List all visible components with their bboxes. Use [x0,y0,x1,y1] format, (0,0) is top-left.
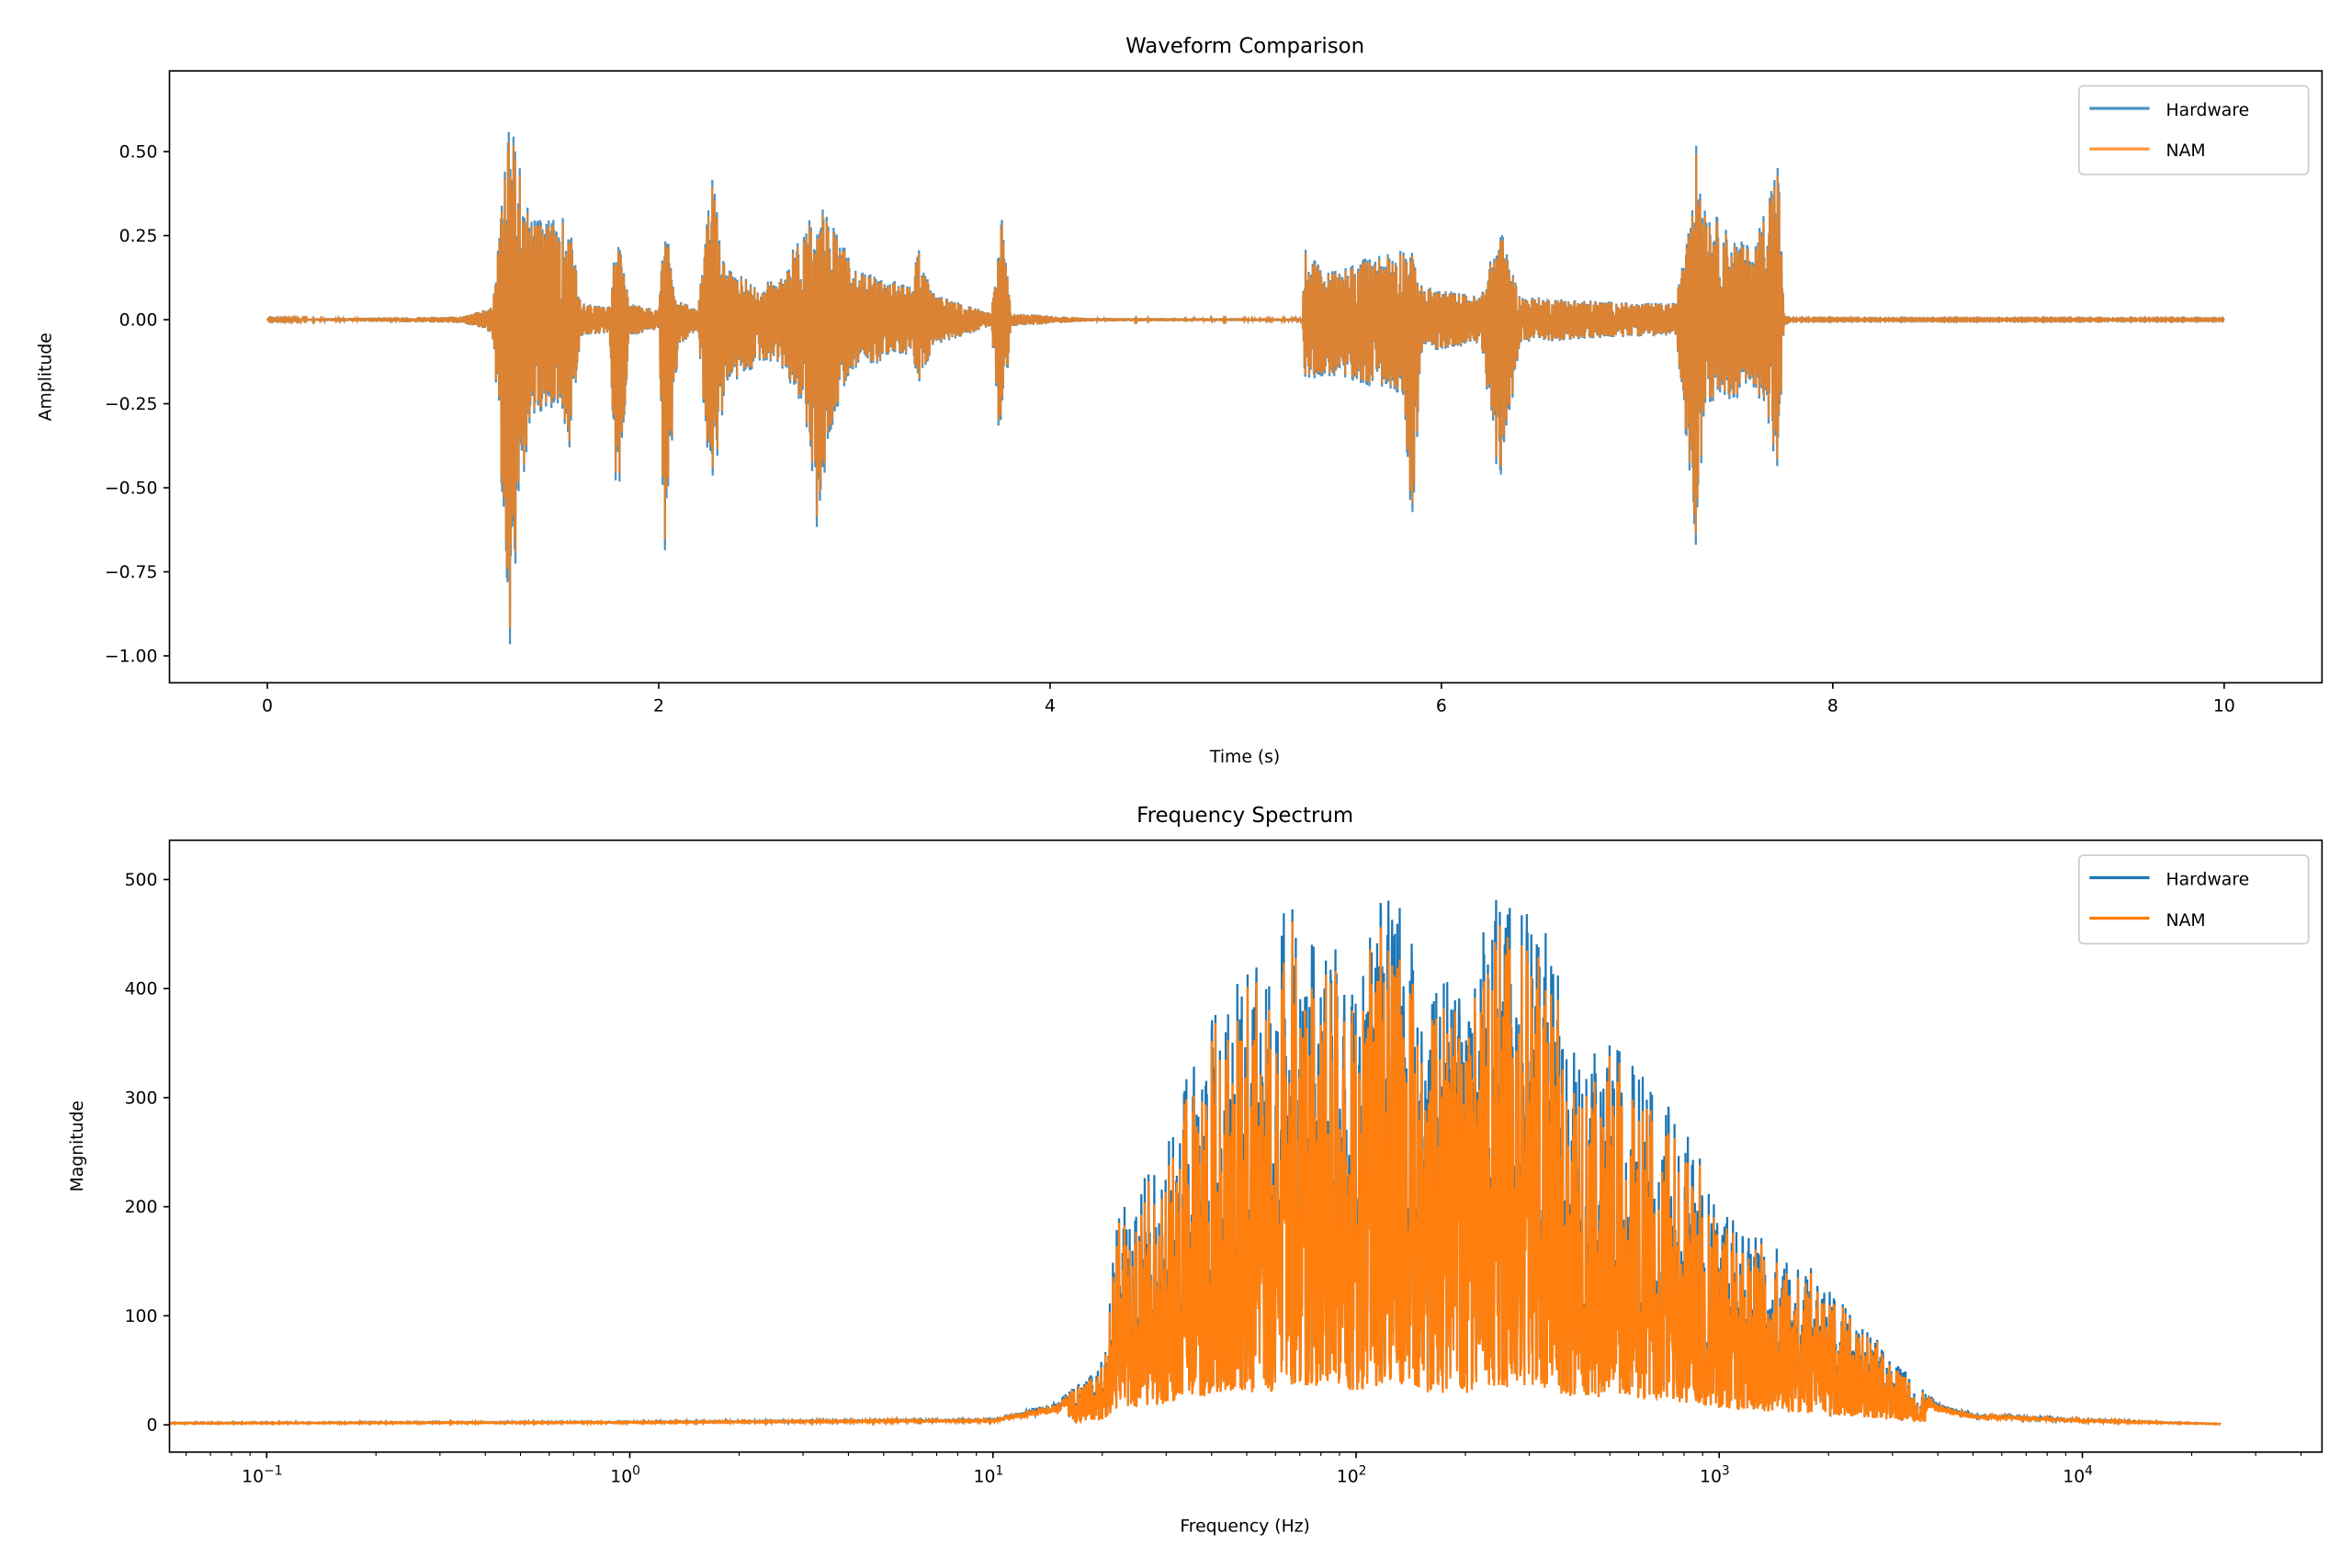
x-axis-label: Time (s) [1209,748,1280,767]
x-tick-label: 0 [262,696,273,716]
chart-title: Waveform Comparison [1125,35,1364,59]
y-tick-label: 300 [125,1089,158,1108]
x-tick-label: 6 [1436,696,1447,716]
legend-label-hardware: Hardware [2166,871,2250,890]
y-tick-label: −0.25 [105,395,158,414]
y-tick-label: 0 [146,1416,157,1436]
y-tick-label: 500 [125,871,158,890]
legend: Hardware NAM [2078,85,2310,175]
y-tick-label: −0.50 [105,479,158,499]
y-tick-label: 0.00 [119,311,158,331]
legend-label-nam: NAM [2166,911,2206,931]
series-line-nam [168,921,2222,1427]
x-tick-label: 2 [653,696,664,716]
legend-label-hardware: Hardware [2166,101,2250,120]
legend-label-nam: NAM [2166,141,2206,161]
y-tick-label: 400 [125,980,158,999]
x-tick-label: 8 [1827,696,1838,716]
x-axis-label: Frequency (Hz) [1180,1517,1310,1536]
y-tick-label: 0.25 [119,227,158,246]
chart-title: Frequency Spectrum [1136,804,1353,828]
y-tick-label: 100 [125,1307,158,1326]
waveform-chart: Waveform Comparison 0 2 4 6 8 10 −1.00 −0.75 −0.… [37,35,2324,767]
legend: Hardware NAM [2078,854,2310,945]
plot-area [168,899,2222,1427]
y-tick-label: 0.50 [119,143,158,163]
y-tick-label: 200 [125,1198,158,1217]
ticks: 0 2 4 6 8 10 −1.00 −0.75 −0.50 −0.25 0.00 0.25 0.50 [105,143,2235,716]
x-tick-label: 4 [1045,696,1056,716]
plot-area [266,131,2225,645]
series-line-nam [266,141,2225,628]
x-tick-label: 10 [2213,696,2235,716]
y-axis-label: Amplitude [37,333,56,421]
y-tick-label: −0.75 [105,563,158,582]
axes-frame [168,70,2324,684]
spectrum-chart: Frequency Spectrum 10−1 100 101 102 103 10401… [68,804,2324,1536]
axes-frame [168,839,2324,1453]
y-axis-label: Magnitude [68,1100,87,1191]
y-tick-label: −1.00 [105,648,158,667]
